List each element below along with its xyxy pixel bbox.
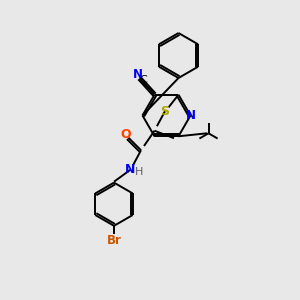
Text: Br: Br bbox=[106, 234, 122, 247]
Text: O: O bbox=[121, 128, 131, 140]
Text: S: S bbox=[160, 105, 169, 118]
Text: N: N bbox=[133, 68, 143, 80]
Text: N: N bbox=[125, 163, 136, 176]
Text: C: C bbox=[139, 75, 147, 85]
Text: H: H bbox=[135, 167, 144, 177]
Text: N: N bbox=[186, 109, 196, 122]
